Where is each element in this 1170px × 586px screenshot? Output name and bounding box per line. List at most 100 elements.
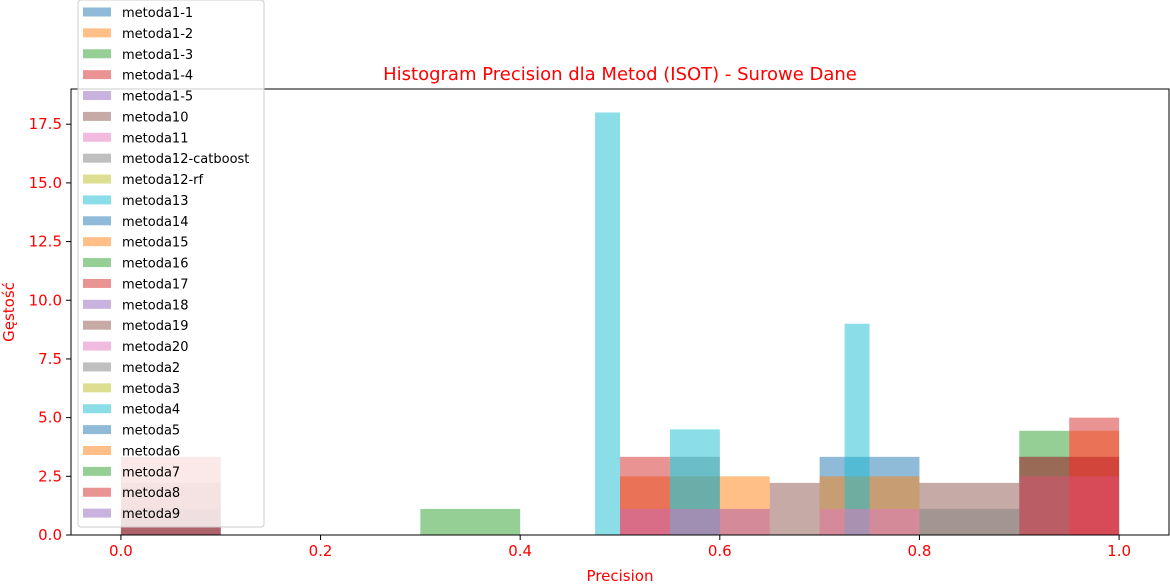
legend-swatch (83, 320, 111, 330)
y-tick-label: 5.0 (38, 409, 62, 427)
legend-item-metoda18: metoda18 (83, 298, 188, 313)
bar-metoda12-catboost-2 (919, 508, 1020, 535)
x-tick-label: 0.8 (908, 542, 932, 560)
legend: metoda1-1 metoda1-2 metoda1-3 metoda1-4 meto… (77, 0, 265, 528)
legend-item-metoda1-2: metoda1-2 (83, 27, 193, 42)
legend-swatch (83, 362, 111, 372)
legend-label: metoda2 (122, 361, 180, 376)
legend-item-metoda15: metoda15 (83, 236, 188, 251)
bar-metoda1-3-0 (420, 508, 521, 535)
legend-item-metoda9: metoda9 (83, 507, 180, 522)
bar-metoda20-1 (819, 508, 920, 535)
legend-label: metoda12-catboost (122, 152, 249, 167)
legend-label: metoda1-1 (122, 6, 193, 21)
legend-label: metoda15 (122, 236, 188, 251)
legend-swatch (83, 174, 111, 184)
legend-item-metoda10: metoda10 (83, 110, 188, 125)
bar-metoda10-0 (769, 482, 820, 535)
legend-item-metoda3: metoda3 (83, 382, 180, 397)
legend-item-metoda2: metoda2 (83, 361, 180, 376)
legend-swatch (83, 216, 111, 226)
legend-swatch (83, 111, 111, 121)
legend-item-metoda19: metoda19 (83, 319, 188, 334)
legend-swatch (83, 487, 111, 497)
chart-title: Histogram Precision dla Metod (ISOT) - S… (383, 64, 857, 85)
legend-swatch (83, 404, 111, 414)
legend-label: metoda20 (122, 340, 188, 355)
legend-label: metoda19 (122, 319, 188, 334)
legend-label: metoda5 (122, 424, 180, 439)
x-tick-label: 1.0 (1107, 542, 1131, 560)
legend-label: metoda9 (122, 507, 180, 522)
legend-item-metoda13: metoda13 (83, 194, 188, 209)
legend-swatch (83, 195, 111, 205)
legend-box (77, 0, 265, 528)
legend-swatch (83, 508, 111, 518)
bar-metoda13-2 (844, 323, 870, 535)
legend-label: metoda1-3 (122, 48, 193, 63)
x-axis-label: Precision (587, 567, 654, 585)
plot-frame (70, 88, 1170, 536)
y-tick-label: 7.5 (38, 350, 62, 368)
legend-swatch (83, 49, 111, 59)
legend-swatch (83, 425, 111, 435)
bar-metoda20-0 (620, 508, 770, 535)
x-tick-label: 0.6 (708, 542, 732, 560)
legend-swatch (83, 28, 111, 38)
legend-item-metoda17: metoda17 (83, 277, 188, 292)
legend-label: metoda12-rf (122, 173, 204, 188)
legend-label: metoda16 (122, 257, 188, 272)
legend-label: metoda4 (122, 403, 180, 418)
legend-label: metoda1-5 (122, 90, 193, 105)
legend-swatch (83, 341, 111, 351)
legend-label: metoda18 (122, 298, 188, 313)
legend-label: metoda1-2 (122, 27, 193, 42)
legend-label: metoda8 (122, 486, 180, 501)
legend-item-metoda14: metoda14 (83, 215, 188, 230)
legend-item-metoda1-3: metoda1-3 (83, 48, 193, 63)
legend-item-metoda6: metoda6 (83, 444, 180, 459)
legend-label: metoda3 (122, 382, 180, 397)
bars-layer (120, 112, 1120, 535)
legend-label: metoda6 (122, 444, 180, 459)
legend-swatch (83, 70, 111, 80)
legend-item-metoda1-1: metoda1-1 (83, 6, 193, 21)
legend-swatch (83, 7, 111, 17)
x-tick-label: 0.2 (309, 542, 333, 560)
legend-label: metoda17 (122, 277, 188, 292)
y-tick-label: 17.5 (29, 115, 62, 133)
legend-item-metoda12-catboost: metoda12-catboost (83, 152, 249, 167)
legend-item-metoda20: metoda20 (83, 340, 188, 355)
y-tick-label: 2.5 (38, 467, 62, 485)
legend-swatch (83, 132, 111, 142)
y-tick-label: 0.0 (38, 526, 62, 544)
y-tick-label: 12.5 (29, 233, 62, 251)
legend-item-metoda1-5: metoda1-5 (83, 90, 193, 105)
legend-label: metoda13 (122, 194, 188, 209)
legend-item-metoda16: metoda16 (83, 257, 188, 272)
legend-swatch (83, 278, 111, 288)
bar-metoda8-0 (1019, 456, 1120, 535)
legend-item-metoda1-4: metoda1-4 (83, 69, 193, 84)
x-tick-label: 0.4 (508, 542, 532, 560)
legend-swatch (83, 237, 111, 247)
legend-item-metoda7: metoda7 (83, 465, 180, 480)
y-tick-label: 15.0 (29, 174, 62, 192)
legend-item-metoda4: metoda4 (83, 403, 180, 418)
legend-item-metoda11: metoda11 (83, 131, 188, 146)
x-axis: 0.0 0.2 0.4 0.6 0.8 1.0 (109, 535, 1131, 560)
legend-item-metoda8: metoda8 (83, 486, 180, 501)
legend-label: metoda14 (122, 215, 188, 230)
legend-item-metoda12-rf: metoda12-rf (83, 173, 204, 188)
x-tick-label: 0.0 (109, 542, 133, 560)
legend-label: metoda7 (122, 465, 180, 480)
bar-metoda13-0 (595, 112, 620, 535)
y-axis-label: Gęstość (0, 282, 18, 342)
legend-label: metoda1-4 (122, 69, 193, 84)
y-axis: 0.0 2.5 5.0 7.5 10.0 12.5 15.0 17.5 (29, 115, 71, 544)
legend-swatch (83, 466, 111, 476)
legend-swatch (83, 153, 111, 163)
legend-swatch (83, 445, 111, 455)
legend-swatch (83, 299, 111, 309)
